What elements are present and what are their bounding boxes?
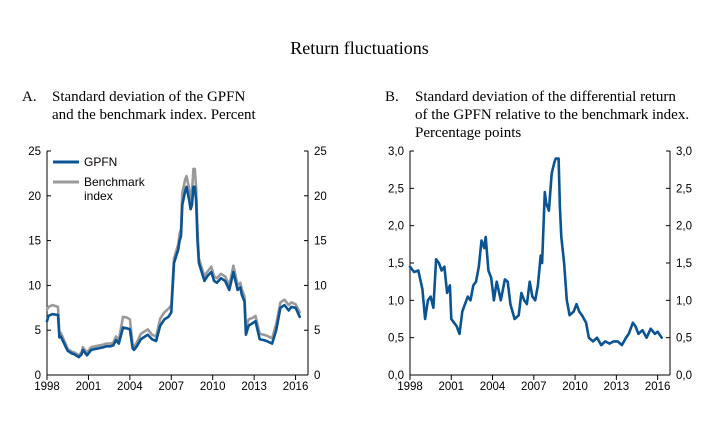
y-tick-label-right: 0,5 bbox=[676, 333, 692, 345]
x-tick-label: 2004 bbox=[480, 381, 506, 393]
y-tick-label-left: 0,5 bbox=[388, 333, 404, 345]
y-tick-label-left: 2,0 bbox=[388, 221, 404, 233]
y-tick-label-right: 1,0 bbox=[676, 295, 692, 307]
x-tick-label: 2001 bbox=[76, 381, 102, 393]
y-tick-label-right: 15 bbox=[314, 236, 327, 248]
y-tick-label-left: 3,0 bbox=[388, 146, 404, 158]
x-tick-label: 1998 bbox=[34, 381, 60, 393]
chart-panel-b: 0,0 0,0 0,5 0,5 1,0 1,0 1,5 1,5 2,0 2,0 2,5 2,5 3,0 3… bbox=[388, 146, 692, 393]
y-tick-label-right: 3,0 bbox=[676, 146, 692, 158]
x-tick-label: 2007 bbox=[521, 381, 547, 393]
legend-label: Benchmark index bbox=[84, 175, 146, 203]
y-tick-label-right: 20 bbox=[314, 191, 327, 203]
panel-a-letter: A. bbox=[22, 89, 37, 105]
y-tick-label-left: 0,0 bbox=[388, 370, 404, 382]
y-tick-label-left: 5 bbox=[35, 325, 41, 337]
x-tick-label: 2007 bbox=[158, 381, 184, 393]
x-tick-label: 2004 bbox=[117, 381, 143, 393]
y-tick-label-left: 20 bbox=[28, 191, 41, 203]
y-tick-label-right: 10 bbox=[314, 280, 327, 292]
y-tick-label-left: 25 bbox=[28, 146, 41, 158]
series-line-gpfn bbox=[45, 185, 302, 359]
y-tick-label-left: 1,0 bbox=[388, 295, 404, 307]
y-tick-label-right: 5 bbox=[314, 325, 320, 337]
x-tick-label: 2010 bbox=[200, 381, 226, 393]
x-tick-label: 2016 bbox=[645, 381, 671, 393]
y-tick-label-right: 25 bbox=[314, 146, 327, 158]
x-tick-label: 2010 bbox=[562, 381, 588, 393]
y-tick-label-left: 2,5 bbox=[388, 183, 404, 195]
panel-b-letter: B. bbox=[385, 89, 399, 105]
x-tick-label: 2013 bbox=[241, 381, 267, 393]
y-tick-label-right: 0,0 bbox=[676, 370, 692, 382]
legend-label: GPFN bbox=[84, 155, 117, 169]
y-tick-label-left: 10 bbox=[28, 280, 41, 292]
panel-a-title: A. Standard deviation of the GPFN and th… bbox=[22, 88, 322, 124]
y-tick-label-right: 2,5 bbox=[676, 183, 692, 195]
y-tick-label-left: 1,5 bbox=[388, 258, 404, 270]
x-tick-label: 2001 bbox=[438, 381, 464, 393]
panel-a-title-text: Standard deviation of the GPFN and the b… bbox=[52, 89, 256, 123]
chart-panel-a: 0 0 5 5 10 10 15 15 20 20 25 25 1998 2001 2004 2007 2010… bbox=[28, 146, 327, 393]
x-tick-label: 2013 bbox=[604, 381, 630, 393]
x-tick-label: 1998 bbox=[397, 381, 423, 393]
y-tick-label-left: 15 bbox=[28, 236, 41, 248]
y-tick-label-right: 1,5 bbox=[676, 258, 692, 270]
panel-b-title: B. Standard deviation of the differentia… bbox=[385, 88, 715, 142]
x-tick-label: 2016 bbox=[283, 381, 309, 393]
panel-b-title-text: Standard deviation of the differential r… bbox=[415, 89, 690, 141]
y-tick-label-right: 2,0 bbox=[676, 221, 692, 233]
page-title: Return fluctuations bbox=[290, 38, 429, 58]
series-line bbox=[408, 157, 664, 347]
y-tick-label-right: 0 bbox=[314, 370, 320, 382]
y-tick-label-left: 0 bbox=[35, 370, 41, 382]
